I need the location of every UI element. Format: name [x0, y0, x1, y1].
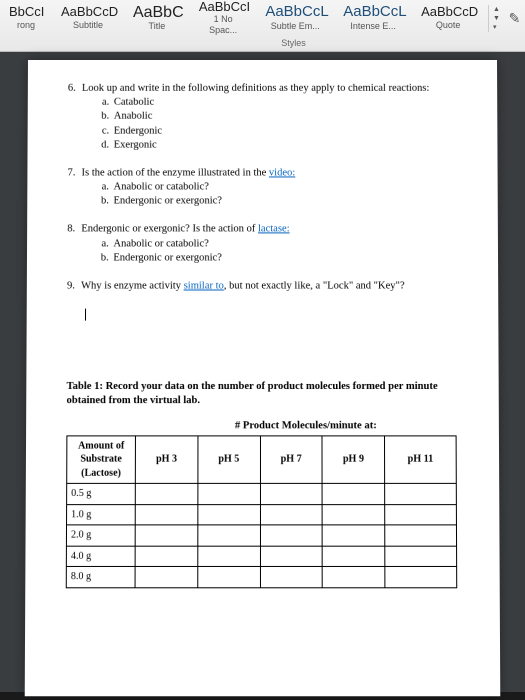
style-label: 1 No Spac...	[209, 14, 237, 35]
style-preview: AaBbCcD	[421, 5, 475, 19]
list-item: Anabolic	[112, 110, 463, 124]
style-intense-emphasis[interactable]: AaBbCcL Intense E...	[336, 1, 410, 35]
list-item: Catabolic	[112, 96, 463, 110]
ribbon: BbCcI rong AaBbCcD Subtitle AaBbC Title …	[0, 0, 525, 52]
question-6: 6.Look up and write in the following def…	[68, 82, 464, 153]
q6-list: Catabolic Anabolic Endergonic Exergonic	[112, 96, 464, 152]
style-title[interactable]: AaBbC Title	[126, 1, 188, 36]
q9-text-a: Why is enzyme activity	[81, 280, 184, 291]
table-row: 1.0 g	[67, 504, 457, 525]
table-corner: Amount of Substrate (Lactose)	[67, 436, 136, 484]
q7-list: Anabolic or catabolic? Endergonic or exe…	[112, 180, 464, 208]
style-label: Subtitle	[73, 20, 103, 30]
question-9: 9.Why is enzyme activity similar to, but…	[67, 279, 464, 293]
document-area: 6.Look up and write in the following def…	[0, 52, 525, 692]
style-label: Subtle Em...	[271, 21, 320, 31]
col-header: pH 3	[135, 436, 197, 484]
style-label: Title	[149, 21, 166, 31]
style-label: Intense E...	[350, 21, 396, 31]
similar-link[interactable]: similar to	[184, 280, 224, 291]
style-preview: AaBbCcL	[265, 4, 325, 21]
list-item: Anabolic or catabolic?	[112, 180, 464, 194]
q8-list: Anabolic or catabolic? Endergonic or exe…	[111, 237, 464, 265]
table-row: 0.5 g	[67, 484, 457, 505]
style-subtle-emphasis[interactable]: AaBbCcL Subtle Em...	[258, 1, 332, 35]
question-7: 7.Is the action of the enzyme illustrate…	[67, 166, 463, 208]
ribbon-group-label: Styles	[0, 36, 525, 51]
style-quote[interactable]: AaBbCcD Quote	[414, 2, 482, 33]
lactase-link[interactable]: lactase:	[258, 224, 290, 235]
row-label: 4.0 g	[66, 546, 135, 567]
list-item: Endergonic or exergonic?	[111, 251, 464, 265]
table-row: 2.0 g	[66, 525, 456, 546]
style-preview: AaBbCcD	[61, 5, 115, 19]
gallery-up-icon[interactable]: ▲	[491, 5, 502, 14]
style-preview: BbCcI	[9, 5, 43, 19]
col-header: pH 7	[260, 436, 322, 484]
gallery-down-icon[interactable]: ▼	[491, 14, 502, 23]
table-supertitle: # Product Molecules/minute at:	[147, 419, 465, 433]
list-item: Endergonic or exergonic?	[112, 195, 464, 209]
table-row: 4.0 g	[66, 546, 456, 567]
col-header: pH 5	[198, 436, 260, 484]
page[interactable]: 6.Look up and write in the following def…	[25, 60, 501, 696]
data-table: Amount of Substrate (Lactose) pH 3 pH 5 …	[66, 435, 458, 588]
style-strong[interactable]: BbCcI rong	[2, 2, 50, 33]
style-label: rong	[17, 20, 35, 30]
q9-text-b: , but not exactly like, a "Lock" and "Ke…	[224, 280, 405, 291]
row-label: 1.0 g	[67, 504, 136, 525]
style-preview: AaBbC	[133, 4, 181, 22]
question-8: 8.Endergonic or exergonic? Is the action…	[67, 223, 464, 266]
editing-icon[interactable]: ✎	[506, 10, 523, 27]
q6-text: Look up and write in the following defin…	[82, 83, 430, 94]
style-label: Quote	[436, 20, 461, 30]
style-subtitle[interactable]: AaBbCcD Subtitle	[54, 2, 122, 33]
text-cursor	[85, 308, 86, 320]
list-item: Exergonic	[112, 138, 464, 152]
row-label: 2.0 g	[66, 525, 135, 546]
style-preview: AaBbCcL	[343, 4, 403, 21]
styles-gallery: BbCcI rong AaBbCcD Subtitle AaBbC Title …	[0, 0, 525, 36]
col-header: pH 9	[322, 436, 384, 484]
col-header: pH 11	[385, 436, 457, 484]
style-nospacing[interactable]: AaBbCcI 1 No Spac...	[192, 0, 254, 39]
gallery-more-icon[interactable]: ▾	[491, 23, 502, 32]
table-header-row: Amount of Substrate (Lactose) pH 3 pH 5 …	[67, 436, 457, 484]
table-title: Table 1: Record your data on the number …	[67, 380, 465, 409]
row-label: 0.5 g	[67, 484, 136, 505]
table-row: 8.0 g	[66, 567, 457, 588]
video-link[interactable]: video:	[269, 167, 295, 178]
list-item: Anabolic or catabolic?	[111, 237, 463, 251]
gallery-scroll: ▲ ▼ ▾	[488, 5, 502, 32]
q7-text: Is the action of the enzyme illustrated …	[82, 167, 269, 178]
list-item: Endergonic	[112, 124, 464, 138]
q8-text: Endergonic or exergonic? Is the action o…	[81, 224, 258, 235]
style-preview: AaBbCcI	[199, 0, 247, 14]
row-label: 8.0 g	[66, 567, 135, 588]
